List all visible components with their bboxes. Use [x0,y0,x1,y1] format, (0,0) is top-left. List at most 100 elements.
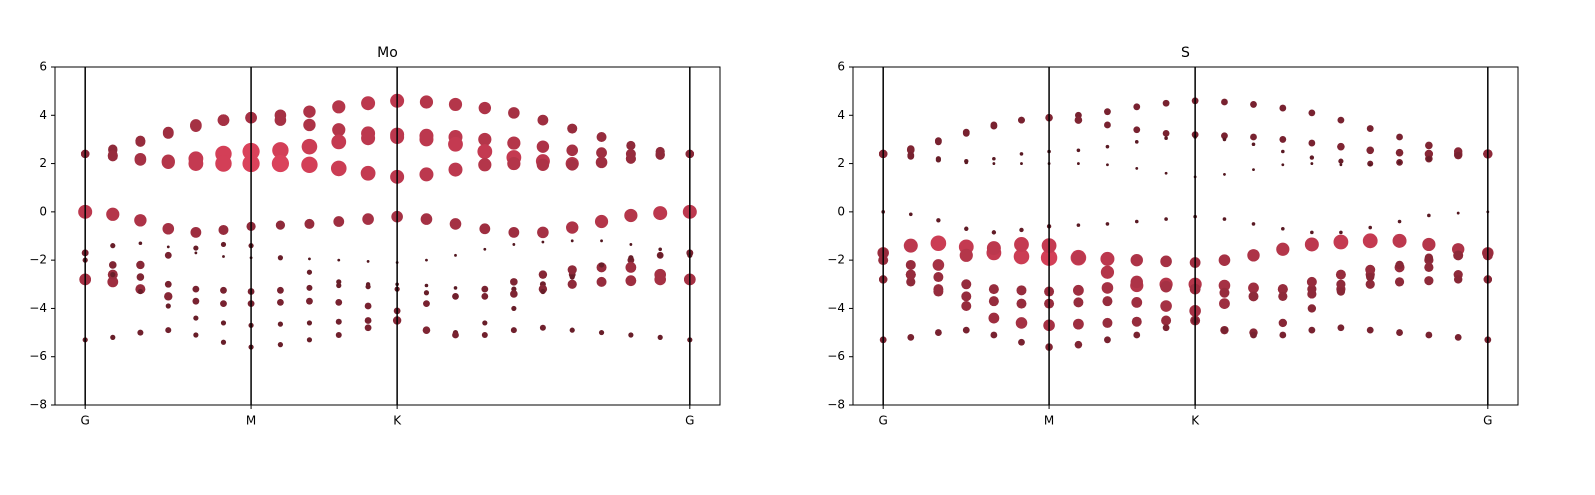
band-point [1218,254,1231,266]
y-tick-label: 4 [39,108,47,122]
band-point [1278,318,1288,328]
band-point [964,160,969,165]
band-point [1013,248,1030,265]
x-tick-label: K [1191,414,1200,428]
band-point [1394,277,1405,287]
band-point [110,243,116,249]
band-point [567,123,578,134]
band-point [511,305,517,312]
band-point [626,140,636,151]
band-point [907,152,915,160]
band-point [304,218,315,229]
band-point [507,156,521,171]
band-point [658,247,662,252]
band-point [220,300,227,307]
band-point [1131,296,1143,308]
band-point [1077,162,1080,165]
band-point [365,284,371,290]
band-point [1454,151,1462,159]
band-point [903,238,918,253]
band-point [1366,125,1374,132]
band-point [935,157,941,163]
band-point [508,107,520,119]
x-tick-label: G [81,414,90,428]
band-point [1020,162,1023,165]
x-tick-label: G [1483,414,1492,428]
x-tick-label: G [879,414,888,428]
band-point [274,114,287,126]
band-point [419,95,434,109]
band-point [566,144,579,157]
band-point [569,327,575,333]
band-point [1102,317,1113,328]
band-point [137,329,144,336]
band-point [1221,326,1228,334]
band-point [905,269,916,280]
axes-frame [852,66,1519,406]
band-point [1133,103,1141,111]
band-point [272,142,289,159]
band-point [1422,237,1436,252]
band-point [165,303,171,309]
band-point [624,208,638,223]
band-point [1105,144,1110,149]
band-point [361,131,376,146]
band-point [220,339,227,345]
band-point [1073,318,1084,330]
band-point [1397,219,1402,224]
band-point [1251,222,1256,226]
band-point [1276,242,1290,256]
band-point [1105,222,1110,226]
x-tick-label: M [246,414,256,428]
band-point [655,150,665,160]
band-point [107,151,118,162]
band-point [192,297,200,305]
band-point [306,337,313,343]
band-point [1453,250,1463,260]
band-point [538,270,548,279]
band-point [1426,156,1432,162]
band-point [1277,284,1288,295]
band-point [1308,109,1316,117]
band-point [453,286,458,290]
band-point [961,279,972,290]
band-point [331,134,347,150]
band-point [1247,249,1260,262]
band-point [161,155,175,169]
band-point [303,105,316,118]
band-point [1310,230,1314,235]
band-point [330,160,347,177]
band-point [222,255,225,258]
band-point [448,162,463,177]
band-point [364,317,372,324]
band-point [1366,326,1374,334]
band-point [566,221,579,234]
band-point [1076,223,1081,227]
band-point [657,334,663,340]
band-point [193,245,199,251]
band-point [306,284,313,291]
band-point [333,216,345,227]
band-point [364,302,372,310]
band-point [1221,132,1228,140]
band-point [423,300,430,307]
band-point [628,332,634,338]
band-point [907,334,915,341]
band-point [419,167,434,182]
y-tick-label: 0 [39,204,47,218]
band-point [1019,152,1024,156]
band-point [988,284,999,295]
band-point [1424,262,1434,272]
band-point [190,120,202,132]
axes-frame [54,66,721,406]
band-point [1131,316,1142,327]
band-point [308,257,311,261]
band-point [990,122,998,130]
band-point [988,312,1000,324]
band-point [1362,233,1378,249]
band-point [362,213,374,225]
band-point [134,154,147,166]
band-point [108,261,117,269]
band-point [906,277,916,287]
band-point [1100,251,1115,266]
